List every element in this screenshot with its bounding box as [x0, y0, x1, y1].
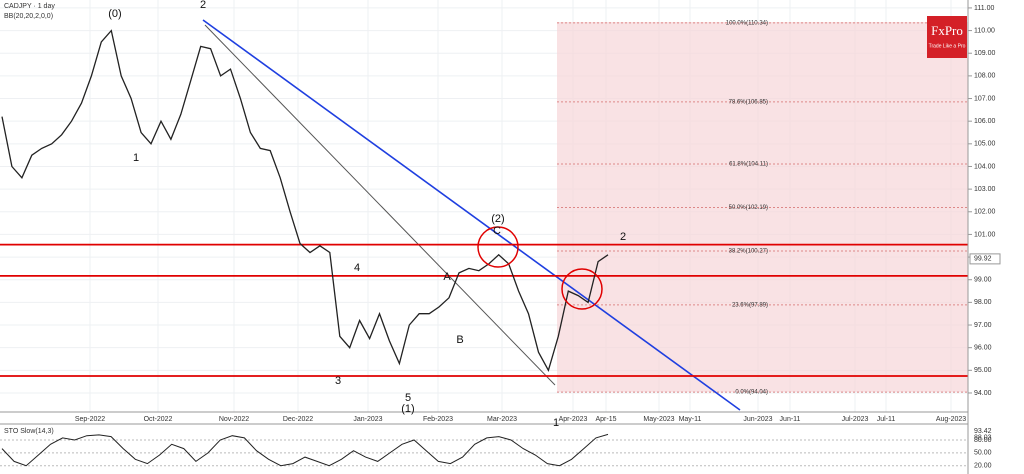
y-tick-label: 50.00	[974, 450, 992, 457]
wave-label: 5	[405, 392, 411, 404]
y-tick-label: 98.00	[974, 299, 992, 306]
price-tag-label: 99.92	[974, 256, 992, 263]
x-tick-label: Apr-2023	[559, 416, 588, 423]
y-tick-label: 101.00	[974, 231, 996, 238]
price-line	[1, 29, 609, 372]
fib-label: 61.8%(104.11)	[729, 162, 768, 168]
y-tick-label: 106.00	[974, 118, 996, 125]
wave-label: 3	[335, 375, 341, 387]
y-tick-label: 99.00	[974, 277, 992, 284]
y-tick-label: 97.00	[974, 322, 992, 329]
x-tick-label: Mar-2023	[487, 416, 517, 423]
wave-label: 4	[354, 262, 360, 274]
x-tick-label: Feb-2023	[423, 416, 453, 423]
x-tick-label: Jun-11	[780, 416, 801, 423]
y-tick-label: 105.00	[974, 141, 996, 148]
y-tick-label: 94.00	[974, 390, 992, 397]
highlight	[477, 226, 519, 268]
wave-label: B	[456, 334, 463, 346]
indicator-title: STO Slow(14,3)	[4, 428, 54, 435]
wave-label: 2	[200, 0, 206, 11]
y-tick-label: 104.00	[974, 163, 996, 170]
highlight	[561, 268, 603, 310]
x-tick-label: Jun-2023	[743, 416, 772, 423]
plot	[1, 29, 609, 372]
x-tick-label: Aug-2023	[936, 416, 966, 423]
y-tick-label: 103.00	[974, 186, 996, 193]
y-tick-label: 20.00	[974, 463, 992, 470]
wave-label: (0)	[108, 8, 121, 20]
wave-label: (1)	[401, 403, 414, 415]
logo-box	[927, 16, 967, 58]
indicator-value: 93.42	[974, 428, 992, 435]
tagline: Trade Like a Pro	[929, 43, 966, 49]
fib-label: 0.0%(94.04)	[735, 390, 768, 396]
sto-line	[1, 433, 609, 467]
y-tick-label: 80.00	[974, 437, 992, 444]
fib-label: 38.2%(100.27)	[729, 249, 768, 255]
fib-label: 23.6%(97.89)	[732, 302, 768, 308]
logo: FxPro	[931, 23, 963, 38]
x-tick-label: Nov-2022	[219, 416, 249, 423]
y-tick-label: 107.00	[974, 95, 996, 102]
x-tick-label: Oct-2022	[144, 416, 173, 423]
wave-label: A	[443, 271, 451, 283]
wave-label: 1	[133, 152, 139, 164]
wave-label: 2	[620, 231, 626, 243]
wave-label: C	[493, 225, 501, 237]
x-tick-label: Sep-2022	[75, 416, 105, 423]
levels	[0, 243, 968, 377]
x-tick-label: Apr-15	[595, 416, 616, 423]
y-tick-label: 96.00	[974, 345, 992, 352]
fib-label: 78.6%(106.85)	[729, 100, 768, 106]
y-tick-label: 95.00	[974, 367, 992, 374]
wave-label: 1	[553, 417, 559, 429]
x-tick-label: Jan-2023	[353, 416, 382, 423]
y-tick-label: 102.00	[974, 209, 996, 216]
chart-title: CADJPY · 1 day	[4, 3, 55, 10]
wave-label: (2)	[491, 213, 504, 225]
fib-label: 50.0%(102.19)	[729, 205, 768, 211]
x-tick-label: Jul-2023	[842, 416, 869, 423]
price-tag	[969, 253, 1001, 265]
y-tick-label: 109.00	[974, 50, 996, 57]
indicator-value: 88.03	[974, 434, 992, 441]
y-tick-label: 108.00	[974, 73, 996, 80]
y-tick-label: 111.00	[974, 5, 994, 12]
x-tick-label: May-11	[679, 416, 702, 423]
y-tick-label: 110.00	[974, 27, 995, 34]
x-tick-label: May-2023	[643, 416, 674, 423]
x-tick-label: Jul-11	[877, 416, 896, 423]
x-tick-label: Dec-2022	[283, 416, 313, 423]
fib-levels: 100.0%(110.34) 78.6%(106.85) 61.8%(104.11)…	[557, 20, 968, 396]
fib-label: 100.0%(110.34)	[726, 20, 768, 26]
subtitle: BB(20,20,2,0,0)	[4, 13, 53, 20]
trend-line	[202, 19, 741, 411]
trend-line	[204, 24, 556, 386]
